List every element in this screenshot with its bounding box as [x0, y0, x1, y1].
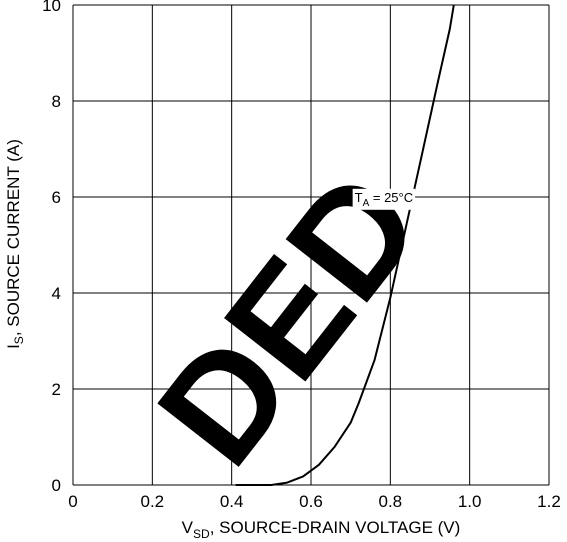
x-title-main: V — [182, 518, 194, 537]
y-title-rest: , SOURCE CURRENT (A) — [4, 139, 23, 336]
y-tick-label: 2 — [52, 380, 61, 399]
x-tick-label: 0 — [68, 492, 77, 511]
series-line — [235, 4, 455, 486]
annotation-rest: = 25°C — [369, 190, 413, 205]
y-tick-labels: 0 2 4 6 8 10 — [42, 0, 61, 495]
y-tick-label: 10 — [42, 0, 61, 15]
annotation-label: TA = 25°C — [355, 190, 414, 209]
temperature-annotation: TA = 25°C — [352, 188, 416, 210]
grid — [72, 4, 550, 486]
x-title-sub: SD — [193, 527, 210, 541]
y-title-main: I — [4, 344, 23, 349]
y-tick-label: 8 — [52, 92, 61, 111]
x-tick-labels: 0 0.2 0.4 0.6 0.8 1.0 1.2 — [68, 492, 561, 511]
x-axis-title: VSD, SOURCE-DRAIN VOLTAGE (V) — [182, 518, 461, 541]
x-tick-label: 0.6 — [299, 492, 323, 511]
x-tick-label: 0.4 — [220, 492, 244, 511]
x-tick-label: 1.2 — [537, 492, 561, 511]
y-tick-label: 4 — [52, 284, 61, 303]
series-layer — [235, 4, 455, 486]
annotation-main: T — [355, 190, 363, 205]
x-tick-label: 0.8 — [379, 492, 403, 511]
annotation-sub: A — [363, 198, 370, 209]
y-tick-label: 6 — [52, 188, 61, 207]
annotation-background — [352, 188, 416, 210]
y-tick-label: 0 — [52, 476, 61, 495]
y-title-sub: S — [12, 336, 26, 344]
x-tick-label: 1.0 — [458, 492, 482, 511]
x-tick-label: 0.2 — [141, 492, 165, 511]
x-title-rest: , SOURCE-DRAIN VOLTAGE (V) — [210, 518, 461, 537]
y-axis-title: IS, SOURCE CURRENT (A) — [4, 139, 26, 349]
